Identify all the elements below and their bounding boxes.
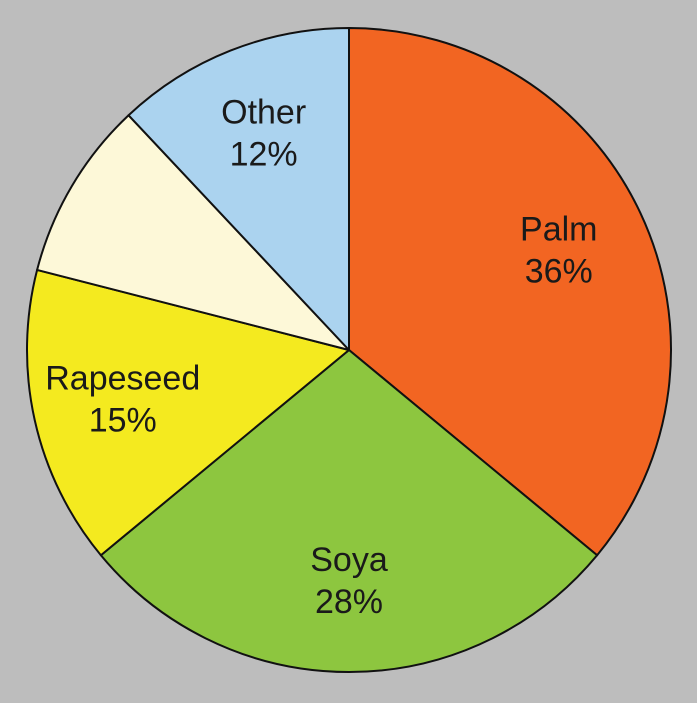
slice-label: Soya xyxy=(310,541,388,579)
value-label: 36% xyxy=(525,252,593,290)
slice-label: Palm xyxy=(520,210,597,248)
pie-slice xyxy=(127,27,350,351)
value-label: 28% xyxy=(315,583,383,621)
pie-slice xyxy=(36,114,350,351)
slice-label: Rapeseed xyxy=(45,360,200,398)
pie-slice xyxy=(99,349,599,673)
pie-slice xyxy=(348,27,672,557)
value-label: 15% xyxy=(89,402,157,440)
pie-slice xyxy=(26,268,350,557)
value-label: 12% xyxy=(230,135,298,173)
slice-label: Other xyxy=(221,93,306,131)
